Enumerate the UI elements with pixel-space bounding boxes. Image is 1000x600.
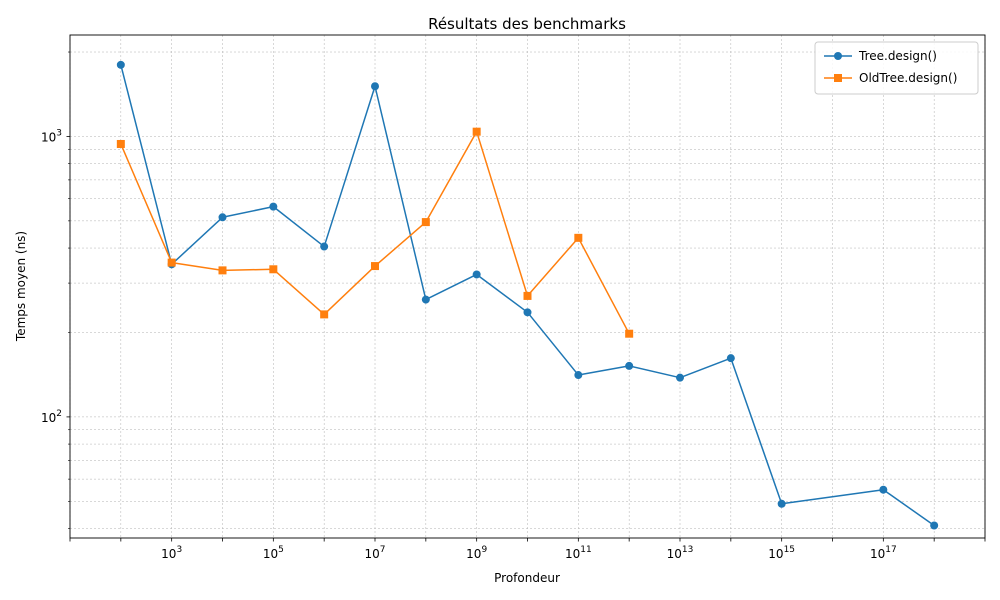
data-point — [320, 242, 329, 251]
data-point — [218, 266, 227, 275]
data-point — [930, 521, 939, 530]
data-point — [625, 361, 634, 370]
legend-marker-tree — [834, 52, 842, 60]
series-layer — [116, 60, 939, 530]
x-tick-label: 103 — [161, 545, 182, 561]
x-tick-label: 109 — [466, 545, 487, 561]
data-point — [116, 60, 125, 69]
data-point — [574, 233, 583, 242]
data-point — [726, 354, 735, 363]
series-1 — [116, 127, 634, 338]
y-tick-label: 102 — [41, 409, 62, 425]
data-point — [218, 213, 227, 222]
data-point — [320, 310, 329, 319]
x-tick-label: 1013 — [667, 545, 694, 561]
y-axis-title: Temps moyen (ns) — [14, 231, 28, 342]
data-point — [879, 485, 888, 494]
data-point — [472, 270, 481, 279]
data-point — [676, 373, 684, 382]
grid — [69, 35, 986, 538]
data-point — [574, 371, 583, 380]
series-line — [120, 64, 935, 527]
data-point — [523, 291, 532, 300]
y-axis: 102 103 — [41, 51, 70, 529]
x-tick-label: 1015 — [768, 545, 795, 561]
data-point — [421, 295, 430, 304]
x-axis: 103 105 107 109 1011 1013 1015 1017 — [69, 538, 986, 561]
data-point — [421, 218, 430, 227]
data-point — [371, 262, 379, 271]
x-tick-label: 1017 — [870, 545, 897, 561]
x-axis-title: Profondeur — [494, 571, 560, 585]
data-point — [523, 308, 532, 317]
data-point — [116, 139, 125, 148]
x-tick-label: 105 — [263, 545, 284, 561]
x-tick-label: 107 — [364, 545, 385, 561]
legend-box — [814, 41, 979, 95]
data-point — [371, 82, 379, 91]
data-point — [472, 127, 481, 136]
legend-label-tree: Tree.design() — [858, 49, 937, 63]
data-point — [269, 265, 278, 274]
chart-title: Résultats des benchmarks — [428, 15, 626, 33]
y-tick-label: 103 — [41, 128, 62, 144]
x-tick-label: 1011 — [565, 545, 592, 561]
data-point — [269, 202, 278, 211]
data-point — [777, 499, 786, 508]
data-point — [167, 258, 176, 267]
legend-marker-oldtree — [834, 74, 842, 82]
data-point — [625, 329, 634, 338]
legend-label-oldtree: OldTree.design() — [859, 71, 957, 85]
legend: Tree.design() OldTree.design() — [814, 41, 979, 95]
